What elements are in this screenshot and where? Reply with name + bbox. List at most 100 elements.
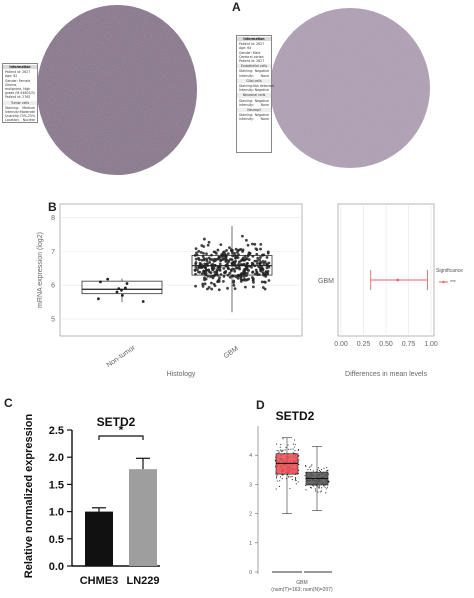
d-point [278,450,280,452]
b-left-point [226,252,230,256]
b-left-point [197,249,201,253]
b-left-point [233,287,237,291]
b-left-point [267,279,271,282]
b-left-point [204,277,208,281]
d-point [309,469,311,471]
b-left-point [245,271,249,275]
b-left-point [264,270,268,274]
d-point [282,438,284,440]
b-left-point [218,276,221,279]
panel-d-chart: SETD2 0 1 2 3 4 GBM (num(T)=163; num(N)=207) [249,409,333,593]
b-left-point [260,253,264,257]
normal-card-row: Staining: Negative [239,113,269,118]
b-left-point [203,282,207,286]
b-left-point [195,251,198,255]
b-left-point [210,253,213,257]
d-point [280,449,282,451]
d-point [293,439,296,441]
b-left-point [245,278,249,282]
normal-card-section: Glial cells [237,78,271,84]
b-left-point [237,274,241,277]
b-left-point [253,242,257,246]
d-point [284,449,286,451]
b-left-ytick: 5 [51,317,55,324]
b-left-point [201,282,205,286]
b-left-point [239,259,243,263]
d-point [279,476,282,478]
d-point [319,469,321,472]
d-point [319,470,322,473]
b-left-point [231,274,235,278]
b-left-point [241,263,245,267]
b-left-point [254,247,258,251]
panel-a-tissue [37,5,430,175]
d-point [311,464,313,466]
b-left-point [208,261,212,264]
b-left-point [141,300,145,303]
d-point [315,490,317,492]
b-left-point [120,288,123,292]
b-left-point [236,263,240,267]
b-left-point [228,275,232,279]
b-left-point [106,277,110,281]
b-left-point [219,243,223,247]
b-left-point [201,255,205,258]
b-left-point [225,262,229,266]
d-point [289,487,291,489]
b-left-point [220,255,224,258]
b-right-xtick: 0.25 [357,341,371,348]
b-left-point [235,256,238,260]
b-left-point [198,263,202,267]
normal-card-line: Age: 64 [239,46,252,51]
b-left-point [225,248,229,252]
b-left-point [124,286,127,290]
d-point [298,455,300,457]
b-left-point [212,274,216,278]
b-left-point [242,275,246,278]
b-left-point [245,238,248,242]
d-point [276,476,278,478]
normal-card-row: Intensity: None [239,102,269,107]
b-left-point [234,247,238,251]
panel-letter-b: B [48,200,57,214]
b-left-point [201,284,205,288]
d-point [318,487,320,489]
c-ytick: 2.0 [49,452,64,464]
panel-letter-a: A [232,0,241,14]
b-left-point [243,254,247,258]
d-point [276,449,278,452]
c-ytick: 0.0 [49,561,64,573]
tumor-card-line: Gender: Female [5,78,31,83]
d-ytick: 4 [249,453,252,459]
b-left-point [220,253,224,256]
b-left-point [251,285,255,289]
normal-card-line: Cerebral cortex [239,54,264,59]
b-left-point [193,269,197,272]
b-left-point [211,276,215,280]
c-ytick: 0.5 [49,534,64,546]
b-left-point [229,249,233,252]
b-right-estimate-point [396,278,400,282]
b-right-xtick: 0.00 [334,341,348,348]
b-left-point [263,260,267,264]
b-left-point [197,266,201,270]
d-point [317,486,319,488]
b-right-xlabel: Differences in mean levels [345,371,427,378]
b-left-point [247,258,251,262]
d-point [327,469,329,471]
c-bar-ln229 [129,469,157,566]
b-left-point [229,257,232,261]
b-left-point [265,263,269,267]
b-left-xtick-nontumor: Non-tumor [106,344,138,369]
d-point [298,448,300,451]
b-left-point [224,270,228,273]
d-point [282,474,284,476]
b-left-point [202,258,206,262]
b-left-point [246,243,250,247]
b-left-point [194,247,198,251]
b-left-point [115,290,119,294]
b-left-point [267,261,271,265]
b-left-ytick: 6 [51,283,55,290]
d-point [288,448,290,450]
normal-card-header: Information [237,37,271,42]
